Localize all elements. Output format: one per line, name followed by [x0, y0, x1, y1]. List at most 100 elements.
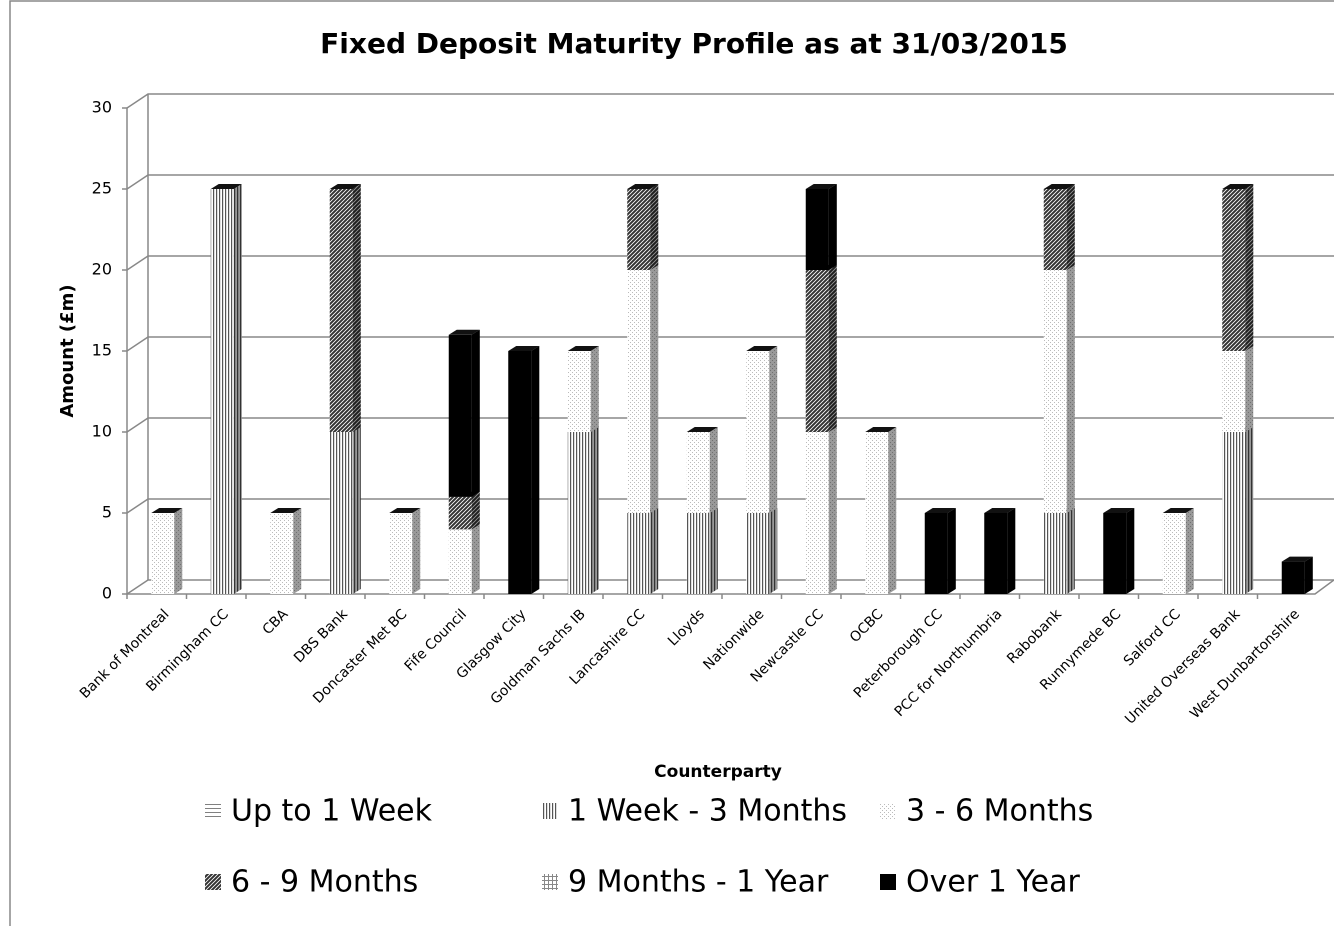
bar-side-shade — [531, 346, 540, 594]
bar-top — [448, 329, 480, 335]
grid-line — [126, 174, 1334, 190]
bar-segment — [1103, 513, 1127, 594]
bar-side — [471, 491, 480, 530]
bar-side-shade — [769, 346, 778, 513]
bar-side — [1007, 508, 1016, 594]
bar-side-shade — [174, 508, 183, 594]
y-tick-label: 20 — [92, 260, 112, 279]
bar-side-shade — [1245, 427, 1254, 594]
bar-side-shade — [650, 508, 659, 594]
grid-line — [126, 93, 1334, 109]
bar-side-shade — [471, 491, 480, 530]
bar-side-shade — [1066, 265, 1075, 513]
bar-side — [1185, 508, 1194, 594]
legend-label: 9 Months - 1 Year — [568, 865, 829, 900]
bar-segment — [924, 513, 948, 594]
y-tick-label: 15 — [92, 341, 112, 360]
bar-segment — [567, 432, 591, 594]
bar-side — [233, 184, 242, 594]
bar-side-shade — [293, 508, 302, 594]
legend-label: 6 - 9 Months — [231, 865, 418, 900]
bar-segment — [627, 513, 651, 594]
bar-side — [947, 508, 956, 594]
bar-segment — [686, 513, 710, 594]
bar-side — [769, 346, 778, 513]
bar-side — [1304, 556, 1313, 594]
bar-top — [151, 508, 183, 513]
grid-line — [126, 336, 1334, 352]
bar-side — [352, 184, 361, 432]
bar-side-shade — [590, 346, 599, 432]
bar-top — [567, 346, 599, 351]
bar-top — [627, 184, 659, 189]
bar-segment — [508, 351, 532, 594]
bar-segment — [984, 513, 1008, 594]
bar-segment — [865, 432, 889, 594]
x-axis-label: Counterparty — [654, 762, 782, 782]
bar-segment — [746, 351, 770, 513]
bar-side-shade — [769, 508, 778, 594]
bar-side-shade — [352, 184, 361, 432]
bar-top — [508, 346, 540, 351]
bar-side-shade — [828, 184, 837, 270]
bar-segment — [686, 432, 710, 513]
bar-segment — [1222, 351, 1246, 432]
legend-swatch — [880, 803, 896, 819]
x-tick-label: PCC for Northumbria — [892, 606, 1006, 720]
bar-side — [828, 265, 837, 432]
legend-swatch — [542, 874, 558, 890]
bar-top — [686, 427, 718, 432]
bar-side-shade — [888, 427, 897, 594]
bar-top — [270, 508, 302, 513]
legend-swatch — [205, 874, 221, 890]
bar-segment — [1043, 270, 1067, 513]
bar-side — [174, 508, 183, 594]
bar-side — [590, 346, 599, 432]
bar-side — [1066, 508, 1075, 594]
bar-side — [1245, 346, 1254, 432]
bar-side-shade — [709, 508, 718, 594]
bar-side — [471, 329, 480, 497]
bar-segment — [1162, 513, 1186, 594]
x-tick-label: Rabobank — [1004, 606, 1065, 667]
bar-segment — [151, 513, 175, 594]
bar-side — [650, 184, 659, 270]
legend-label: 3 - 6 Months — [906, 794, 1093, 829]
grid-line — [126, 579, 1334, 595]
bar-side-shade — [1304, 556, 1313, 594]
bar-side-shade — [709, 427, 718, 513]
legend-swatch — [880, 874, 896, 890]
bar-side-shade — [828, 427, 837, 594]
bar-side — [650, 265, 659, 513]
bar-top — [210, 184, 242, 189]
bar-segment — [389, 513, 413, 594]
bar-side — [1245, 427, 1254, 594]
bar-segment — [1222, 432, 1246, 594]
bar-side-shade — [471, 329, 480, 497]
x-tick-label: CBA — [260, 606, 292, 638]
bar-side-shade — [947, 508, 956, 594]
bar-side — [1126, 508, 1135, 594]
x-tick-label: United Overseas Bank — [1122, 606, 1244, 728]
bar-top — [1162, 508, 1194, 513]
bar-side — [828, 184, 837, 270]
bar-side — [769, 508, 778, 594]
bar-side — [709, 508, 718, 594]
bar-top — [1222, 184, 1254, 189]
bar-side-shade — [1185, 508, 1194, 594]
bar-side — [531, 346, 540, 594]
bar-segment — [448, 334, 472, 497]
bar-top — [865, 427, 897, 432]
bar-segment — [210, 189, 234, 594]
bar-side-shade — [828, 265, 837, 432]
x-tick-label: DBS Bank — [291, 606, 351, 666]
bar-segment — [627, 270, 651, 513]
bar-segment — [448, 529, 472, 594]
bar-top — [924, 508, 956, 513]
legend-swatch — [542, 803, 558, 819]
bar-segment — [805, 270, 829, 432]
chart-title: Fixed Deposit Maturity Profile as at 31/… — [320, 27, 1068, 60]
bar-top — [984, 508, 1016, 513]
x-tick-label: West Dunbartonshire — [1187, 606, 1303, 722]
